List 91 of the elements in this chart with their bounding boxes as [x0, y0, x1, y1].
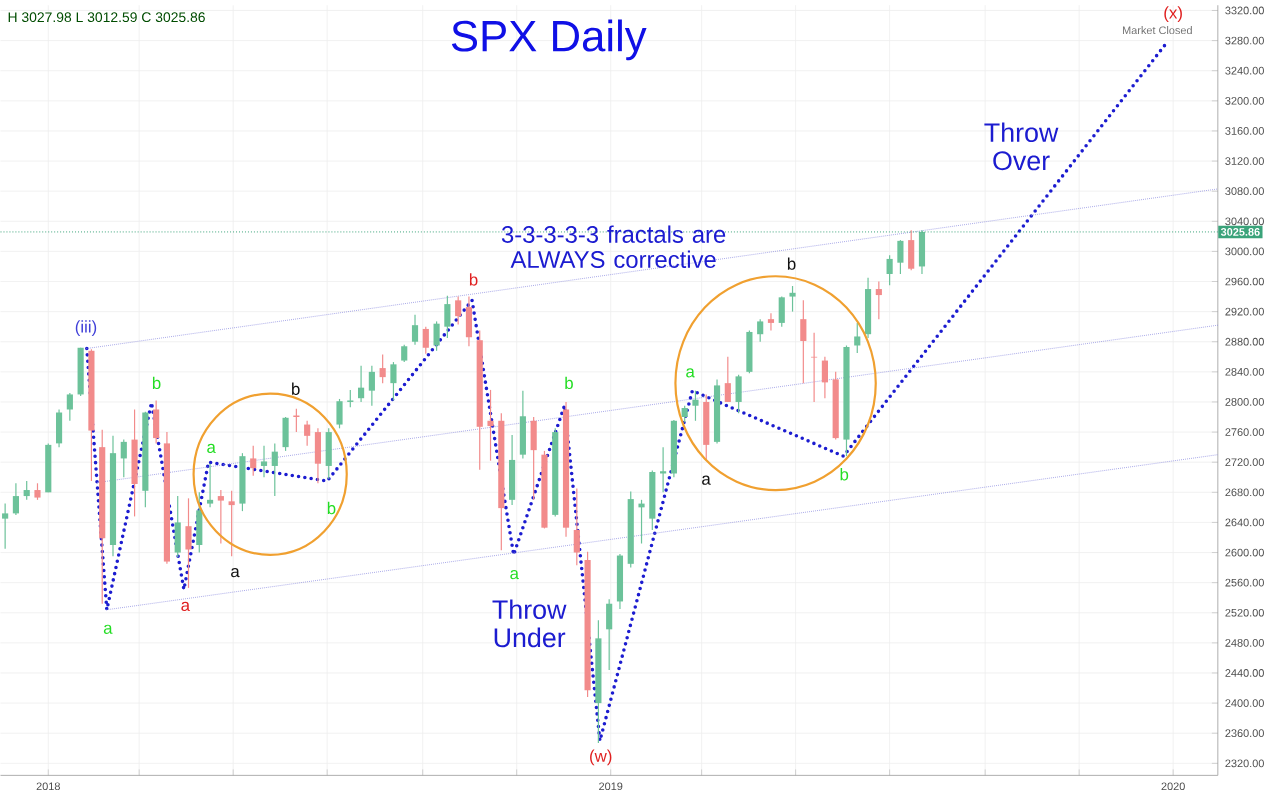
candlestick — [390, 361, 397, 401]
candlestick — [886, 254, 893, 286]
candlestick — [206, 462, 214, 508]
annotation: 3-3-3-3-3 fractals are ALWAYS corrective — [501, 225, 726, 268]
y-tick-label: 2720.00 — [1225, 458, 1264, 466]
candlestick — [897, 239, 904, 275]
y-tick-label: 2360.00 — [1225, 729, 1264, 737]
annotation: b — [565, 376, 573, 389]
y-tick-label: 2520.00 — [1225, 608, 1264, 617]
chart-title: SPX Daily — [451, 19, 647, 61]
candlestick — [228, 490, 235, 557]
annotation: a — [207, 443, 216, 453]
candlestick — [854, 322, 861, 354]
x-tick-label: 2019 — [599, 782, 623, 791]
y-tick-label: 2840.00 — [1225, 367, 1264, 376]
y-tick-label: 3120.00 — [1225, 157, 1264, 165]
annotation: Market Closed — [1122, 26, 1192, 35]
y-tick-label: 2560.00 — [1225, 578, 1264, 587]
candlestick — [875, 280, 882, 320]
candlestick — [433, 320, 440, 352]
y-tick-label: 2400.00 — [1225, 699, 1264, 707]
x-tick-label: 2018 — [36, 782, 60, 791]
candlestick — [358, 365, 365, 403]
candlestick — [800, 299, 807, 384]
ref-line-label: 3025.86 — [1220, 227, 1260, 236]
annotation: Throw Under — [492, 599, 567, 648]
annotation: a — [686, 368, 695, 378]
annotation: a — [231, 567, 240, 578]
x-tick-label: 2020 — [1161, 782, 1185, 791]
candlestick — [379, 353, 386, 384]
candlestick — [811, 332, 818, 403]
y-tick-label: 2920.00 — [1225, 307, 1264, 316]
annotation: a — [702, 475, 711, 485]
annotation: b — [787, 257, 796, 270]
y-tick-label: 2960.00 — [1225, 277, 1264, 286]
annotation: b — [840, 467, 849, 481]
candlestick — [638, 499, 645, 544]
annotation: (w) — [590, 749, 612, 766]
annotation: b — [327, 501, 336, 515]
candlestick — [444, 295, 451, 339]
candlestick — [217, 489, 224, 544]
annotation: a — [181, 601, 191, 611]
candlestick — [66, 392, 73, 422]
candlestick — [368, 365, 375, 407]
annotation: b — [469, 273, 478, 286]
annotation: (x) — [1164, 6, 1182, 22]
y-tick-label: 3240.00 — [1225, 66, 1264, 75]
y-tick-label: 3200.00 — [1225, 96, 1264, 105]
candlestick — [487, 389, 494, 462]
candlestick — [767, 312, 775, 331]
annotation: b — [292, 382, 300, 395]
candlestick — [23, 480, 30, 501]
candlestick — [455, 295, 462, 325]
candlestick — [260, 444, 268, 478]
y-tick-label: 3160.00 — [1225, 126, 1264, 135]
candlestick — [411, 313, 419, 346]
candlestick — [821, 356, 828, 399]
candlestick — [185, 497, 192, 589]
candlestick — [757, 318, 764, 343]
annotation: b — [152, 376, 161, 389]
y-tick-label: 3000.00 — [1225, 247, 1264, 256]
candlestick — [12, 482, 19, 516]
candlestick — [692, 389, 699, 422]
y-tick-label: 2800.00 — [1225, 397, 1264, 406]
y-tick-label: 3080.00 — [1225, 187, 1264, 195]
candlestick — [271, 442, 278, 497]
candlestick — [789, 285, 796, 313]
annotation: a — [510, 569, 519, 580]
candlestick — [304, 420, 311, 447]
y-tick-label: 2760.00 — [1225, 428, 1264, 436]
candlestick — [573, 487, 580, 566]
candlestick — [422, 325, 429, 355]
y-tick-label: 2600.00 — [1225, 548, 1264, 557]
annotation: Throw Over — [984, 122, 1059, 171]
y-tick-label: 2440.00 — [1225, 669, 1264, 677]
y-tick-label: 2880.00 — [1225, 337, 1264, 346]
annotation: H 3027.98 L 3012.59 C 3025.86 — [8, 12, 205, 22]
y-tick-label: 3320.00 — [1225, 6, 1264, 15]
y-tick-label: 2640.00 — [1225, 518, 1264, 527]
y-tick-label: 2480.00 — [1225, 638, 1264, 647]
y-tick-label: 2680.00 — [1225, 488, 1264, 497]
annotation: a — [103, 624, 113, 634]
candlestick — [724, 356, 731, 403]
candlestick — [120, 438, 127, 478]
annotation: (iii) — [75, 320, 97, 336]
candlestick — [250, 444, 257, 477]
candlestick — [2, 502, 9, 550]
y-tick-label: 3040.00 — [1225, 217, 1264, 226]
y-tick-label: 3280.00 — [1225, 36, 1264, 45]
y-tick-label: 2320.00 — [1225, 759, 1264, 768]
candlestick — [336, 398, 343, 429]
